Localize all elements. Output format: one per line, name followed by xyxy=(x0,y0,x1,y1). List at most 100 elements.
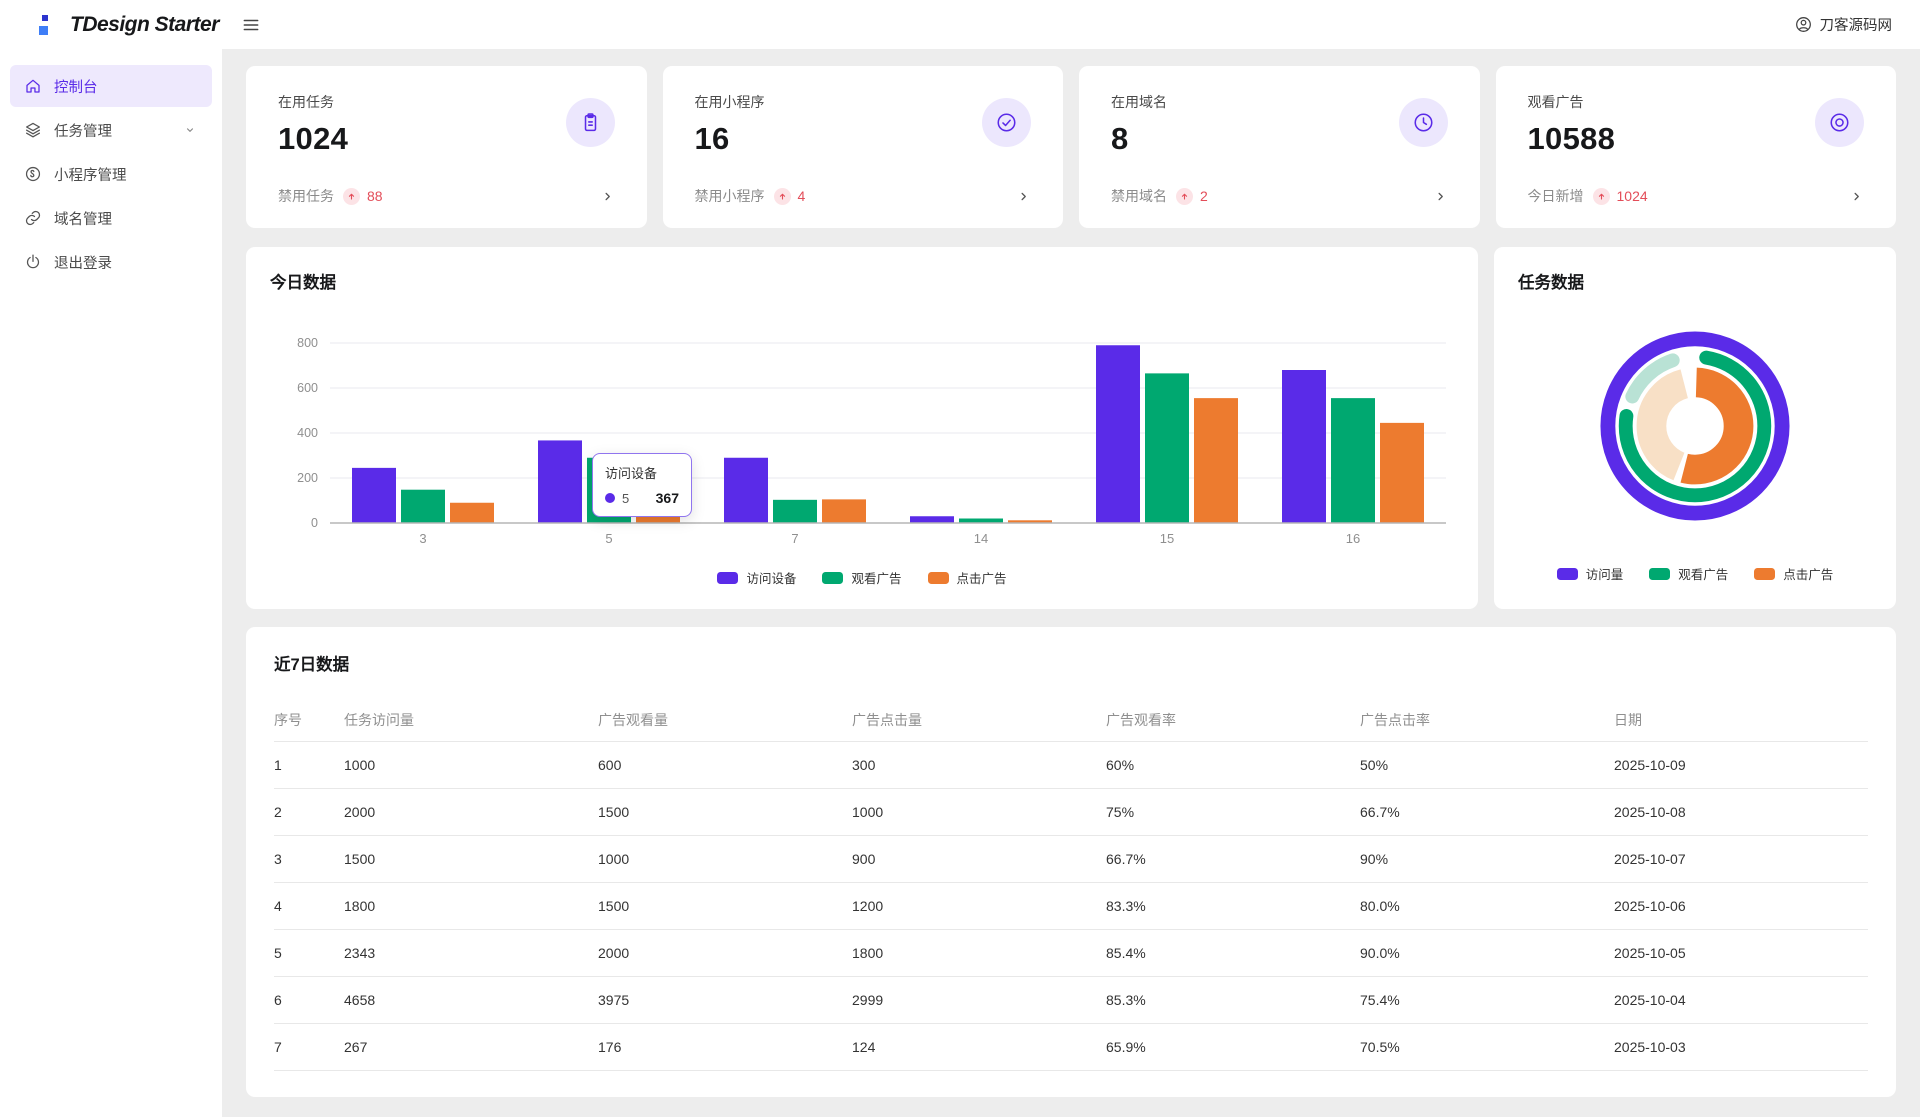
table-cell: 2025-10-09 xyxy=(1614,740,1868,788)
sidebar-item-域名管理[interactable]: 域名管理 xyxy=(10,197,212,239)
table-row: 6 4658 3975 2999 85.3% 75.4% 2025-10-04 xyxy=(274,975,1868,1023)
legend-item[interactable]: 访问量 xyxy=(1556,564,1623,583)
stat-card[interactable]: 在用任务 1024 禁用任务 88 xyxy=(246,66,647,228)
bar-chart-legend: 访问设备 观看广告 点击广告 xyxy=(270,568,1454,587)
table-column-header: 广告点击率 xyxy=(1360,711,1430,728)
sidebar-item-label: 控制台 xyxy=(54,79,98,96)
svg-text:0: 0 xyxy=(311,516,318,530)
stat-card-top: 在用小程序 16 xyxy=(695,92,1031,157)
stat-card-top: 在用任务 1024 xyxy=(278,92,615,157)
table-cell: 50% xyxy=(1360,740,1614,788)
table-cell: 1 xyxy=(274,740,344,788)
stat-label: 在用域名 xyxy=(1111,94,1167,110)
table-cell: 1800 xyxy=(344,881,598,929)
charts-row: 今日数据 0 200 400 600 800 3 5 7 14 15 16 访问设备 5 367 访… xyxy=(246,247,1896,609)
table-cell: 1000 xyxy=(344,740,598,788)
stat-card-footer: 今日新增 1024 xyxy=(1528,186,1865,206)
stat-footer-label: 今日新增 xyxy=(1527,188,1584,204)
table-column-header: 广告点击量 xyxy=(852,711,922,728)
stat-footer-label: 禁用任务 xyxy=(278,188,334,204)
tooltip-series-name: 访问设备 xyxy=(605,466,658,481)
legend-swatch xyxy=(1754,567,1776,580)
donut-chart[interactable] xyxy=(1518,327,1872,525)
svg-text:5: 5 xyxy=(605,531,612,546)
check-circle-icon xyxy=(982,98,1031,147)
today-data-card: 今日数据 0 200 400 600 800 3 5 7 14 15 16 访问设备 5 367 访… xyxy=(246,247,1478,609)
svg-text:600: 600 xyxy=(297,381,318,395)
svg-text:3: 3 xyxy=(419,531,426,546)
chevron-right-icon[interactable] xyxy=(1016,189,1031,204)
bar-chart-title: 今日数据 xyxy=(270,274,336,292)
legend-item[interactable]: 点击广告 xyxy=(927,568,1007,587)
stat-card-footer: 禁用任务 88 xyxy=(278,186,615,206)
data-table: 序号 任务访问量 广告观看量 广告点击量 广告观看率 广告点击率 日期 1 1000 600 30… xyxy=(274,699,1868,1071)
trend-value: 1024 xyxy=(1616,188,1648,204)
svg-text:800: 800 xyxy=(297,336,318,350)
stat-label: 观看广告 xyxy=(1527,94,1584,110)
sidebar-item-label: 任务管理 xyxy=(54,123,112,140)
layers-icon xyxy=(24,121,42,139)
trend-value: 88 xyxy=(367,188,383,204)
donut-chart-legend: 访问量 观看广告 点击广告 xyxy=(1518,564,1872,583)
chevron-right-icon[interactable] xyxy=(1849,189,1864,204)
clipboard-icon xyxy=(565,98,615,147)
table-cell: 2999 xyxy=(852,975,1106,1023)
table-cell: 900 xyxy=(852,834,1106,882)
legend-item[interactable]: 观看广告 xyxy=(822,568,902,587)
table-cell: 267 xyxy=(344,1022,598,1071)
chevron-down-icon xyxy=(182,122,198,138)
legend-item[interactable]: 点击广告 xyxy=(1754,564,1833,583)
stat-card-footer: 禁用小程序 4 xyxy=(695,186,1032,206)
stat-card-text: 在用域名 8 xyxy=(1111,92,1167,157)
table-cell: 2025-10-06 xyxy=(1614,881,1868,929)
table-cell: 66.7% xyxy=(1106,834,1360,882)
sidebar-item-控制台[interactable]: 控制台 xyxy=(10,65,212,107)
legend-item[interactable]: 访问设备 xyxy=(717,568,796,587)
table-cell: 85.4% xyxy=(1106,928,1360,976)
sidebar-item-小程序管理[interactable]: 小程序管理 xyxy=(10,153,212,195)
sidebar-item-label: 域名管理 xyxy=(54,211,112,228)
table-cell: 2025-10-04 xyxy=(1614,975,1868,1023)
sidebar-item-任务管理[interactable]: 任务管理 xyxy=(10,109,212,151)
table-cell: 2025-10-05 xyxy=(1614,928,1868,976)
trend-up-icon xyxy=(773,187,791,205)
svg-text:400: 400 xyxy=(297,426,318,440)
table-cell: 1000 xyxy=(598,834,852,882)
table-row: 1 1000 600 300 60% 50% 2025-10-09 xyxy=(274,740,1868,788)
svg-text:14: 14 xyxy=(974,531,988,546)
table-cell: 1500 xyxy=(598,881,852,929)
legend-label: 点击广告 xyxy=(956,572,1007,586)
menu-collapse-icon[interactable] xyxy=(241,15,261,35)
chevron-right-icon[interactable] xyxy=(1433,189,1448,204)
trend-up-icon xyxy=(1592,187,1610,205)
chevron-right-icon[interactable] xyxy=(600,189,615,204)
legend-label: 观看广告 xyxy=(1678,568,1729,582)
clock-icon xyxy=(1398,98,1448,147)
table-cell: 1200 xyxy=(852,881,1106,929)
sidebar: 控制台任务管理小程序管理域名管理退出登录 xyxy=(0,49,222,1117)
stat-card[interactable]: 在用域名 8 禁用域名 2 xyxy=(1079,66,1480,228)
table-row: 4 1800 1500 1200 83.3% 80.0% 2025-10-06 xyxy=(274,881,1868,929)
table-column-header: 广告观看率 xyxy=(1106,711,1176,728)
user-menu[interactable]: 刀客源码网 xyxy=(1794,14,1892,35)
table-cell: 300 xyxy=(852,740,1106,788)
trend-up-icon xyxy=(343,187,360,205)
stat-card[interactable]: 在用小程序 16 禁用小程序 4 xyxy=(662,66,1063,228)
legend-item[interactable]: 观看广告 xyxy=(1649,564,1728,583)
table-column-header: 广告观看量 xyxy=(598,711,668,728)
table-column-header: 任务访问量 xyxy=(344,711,414,728)
stat-card[interactable]: 观看广告 10588 今日新增 1024 xyxy=(1495,66,1896,228)
table-cell: 4658 xyxy=(344,975,598,1023)
stat-card-text: 观看广告 10588 xyxy=(1528,92,1616,157)
table-cell: 1500 xyxy=(598,787,852,835)
stat-cards-row: 在用任务 1024 禁用任务 88 在用小程序 16 禁用小程序 4 在用域名 8 禁用域名 2 观看广… xyxy=(246,66,1896,228)
svg-text:7: 7 xyxy=(791,531,798,546)
sidebar-item-退出登录[interactable]: 退出登录 xyxy=(10,241,212,283)
table-title: 近7日数据 xyxy=(274,656,350,674)
table-cell: 1500 xyxy=(344,834,598,882)
table-cell: 90% xyxy=(1360,834,1614,882)
bar-chart[interactable]: 0 200 400 600 800 3 5 7 14 15 16 访问设备 5 367 xyxy=(270,301,1454,558)
table-cell: 2 xyxy=(274,787,344,835)
legend-swatch xyxy=(822,571,844,584)
miniprogram-icon xyxy=(24,165,42,183)
